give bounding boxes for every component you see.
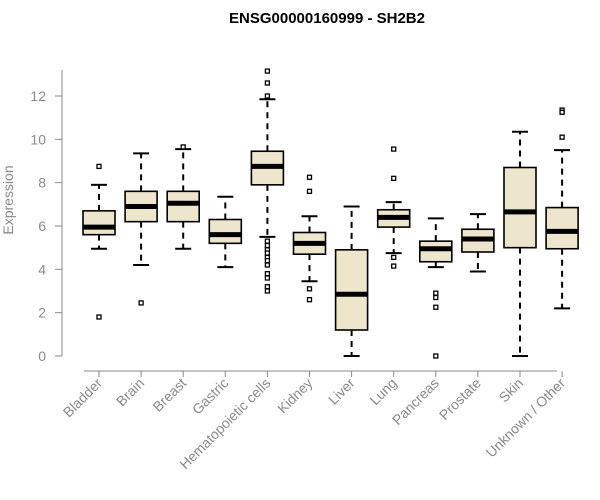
box-iqr bbox=[82, 210, 116, 236]
box-unknown-other bbox=[545, 107, 579, 310]
box-iqr bbox=[334, 249, 369, 331]
box-iqr bbox=[166, 190, 200, 223]
outlier-point bbox=[306, 174, 313, 180]
x-category-label: Breast bbox=[149, 375, 189, 415]
outlier-point bbox=[264, 271, 271, 277]
y-axis-label: Expression bbox=[0, 165, 16, 234]
outlier-point bbox=[96, 163, 102, 170]
outlier-point bbox=[559, 134, 565, 140]
y-tick-label: 8 bbox=[38, 175, 46, 191]
y-tick-label: 12 bbox=[30, 88, 46, 104]
x-category-label: Liver bbox=[325, 375, 358, 408]
outlier-point bbox=[433, 304, 439, 310]
outlier-point bbox=[264, 258, 271, 264]
x-category-label: Unknown / Other bbox=[483, 375, 569, 461]
chart-title: ENSG00000160999 - SH2B2 bbox=[229, 10, 425, 27]
x-category-label: Kidney bbox=[274, 375, 316, 417]
outlier-point bbox=[264, 250, 271, 256]
y-tick-label: 0 bbox=[38, 348, 46, 364]
outlier-point bbox=[264, 242, 271, 249]
box-series bbox=[82, 68, 579, 359]
y-tick-label: 4 bbox=[38, 261, 46, 277]
x-category-label: Prostate bbox=[436, 375, 484, 423]
box-iqr bbox=[545, 206, 579, 250]
outlier-point bbox=[264, 93, 271, 99]
box-iqr bbox=[208, 218, 243, 245]
outlier-point bbox=[180, 144, 186, 150]
box-hematopoietic-cells bbox=[250, 68, 285, 294]
x-axis-ticks bbox=[98, 371, 563, 377]
x-category-label: Bladder bbox=[60, 375, 106, 421]
y-tick-label: 6 bbox=[38, 218, 46, 234]
outlier-point bbox=[559, 109, 565, 115]
box-skin bbox=[503, 130, 537, 357]
box-kidney bbox=[292, 174, 327, 303]
outlier-point bbox=[264, 284, 271, 290]
outlier-point bbox=[264, 262, 271, 268]
y-tick-label: 10 bbox=[30, 131, 46, 147]
outlier-point bbox=[391, 254, 397, 261]
box-breast bbox=[166, 144, 200, 250]
outlier-point bbox=[391, 175, 397, 181]
x-category-label: Skin bbox=[496, 375, 527, 406]
outlier-point bbox=[306, 188, 313, 194]
box-iqr bbox=[503, 166, 537, 249]
outlier-point bbox=[306, 286, 313, 292]
outlier-point bbox=[264, 238, 271, 244]
box-pancreas bbox=[418, 217, 453, 359]
box-brain bbox=[124, 152, 158, 306]
box-gastric bbox=[208, 195, 243, 269]
outlier-point bbox=[433, 290, 439, 296]
x-category-label: Pancreas bbox=[389, 375, 442, 428]
outlier-point bbox=[264, 275, 271, 281]
box-prostate bbox=[461, 213, 495, 273]
box-liver bbox=[334, 205, 369, 357]
outlier-point bbox=[433, 294, 439, 301]
outlier-point bbox=[264, 68, 271, 74]
outlier-point bbox=[433, 353, 439, 359]
box-bladder bbox=[82, 163, 116, 320]
outlier-point bbox=[96, 314, 102, 320]
box-lung bbox=[376, 146, 411, 269]
outlier-point bbox=[138, 300, 144, 306]
y-tick-label: 2 bbox=[38, 305, 46, 321]
outlier-point bbox=[264, 80, 271, 86]
outlier-point bbox=[391, 146, 397, 152]
outlier-point bbox=[264, 288, 271, 294]
outlier-point bbox=[391, 263, 397, 269]
box-iqr bbox=[418, 240, 453, 263]
x-category-label: Lung bbox=[366, 375, 399, 408]
outlier-point bbox=[306, 297, 313, 303]
y-axis-ticks: 0 2 4 6 8 10 12 bbox=[30, 88, 62, 364]
x-category-label: Brain bbox=[113, 375, 147, 409]
